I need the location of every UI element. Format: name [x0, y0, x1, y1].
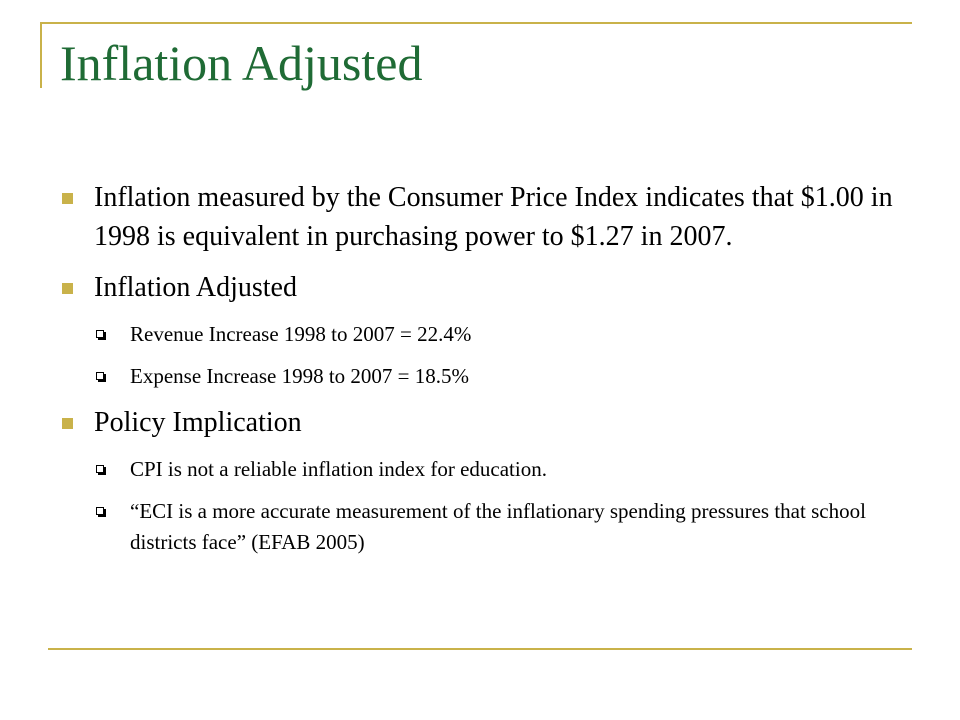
subbullet-eci-quote: “ECI is a more accurate measurement of t…	[58, 496, 900, 558]
slide-body: Inflation measured by the Consumer Price…	[58, 178, 900, 569]
sub-bullet-icon	[96, 507, 104, 515]
left-rule	[40, 22, 42, 88]
sub-bullet-icon	[96, 330, 104, 338]
bullet-icon	[62, 193, 73, 204]
bullet-text: Policy Implication	[94, 407, 302, 438]
bullet-text: Inflation Adjusted	[94, 272, 297, 303]
bottom-rule	[48, 648, 912, 650]
bullet-policy-implication: Policy Implication	[58, 403, 900, 442]
subbullet-text: “ECI is a more accurate measurement of t…	[130, 499, 866, 554]
subbullet-cpi-not-reliable: CPI is not a reliable inflation index fo…	[58, 454, 900, 485]
top-rule	[40, 22, 912, 24]
bullet-text: Inflation measured by the Consumer Price…	[94, 182, 893, 252]
subbullet-revenue-increase: Revenue Increase 1998 to 2007 = 22.4%	[58, 319, 900, 350]
bullet-inflation-adjusted: Inflation Adjusted	[58, 268, 900, 307]
subbullet-text: CPI is not a reliable inflation index fo…	[130, 457, 547, 481]
bullet-icon	[62, 418, 73, 429]
subbullet-expense-increase: Expense Increase 1998 to 2007 = 18.5%	[58, 361, 900, 392]
slide-title: Inflation Adjusted	[60, 35, 423, 91]
sub-bullet-icon	[96, 465, 104, 473]
bullet-cpi-statement: Inflation measured by the Consumer Price…	[58, 178, 900, 256]
sub-bullet-icon	[96, 372, 104, 380]
subbullet-text: Expense Increase 1998 to 2007 = 18.5%	[130, 364, 470, 388]
bullet-icon	[62, 283, 73, 294]
subbullet-text: Revenue Increase 1998 to 2007 = 22.4%	[130, 322, 472, 346]
